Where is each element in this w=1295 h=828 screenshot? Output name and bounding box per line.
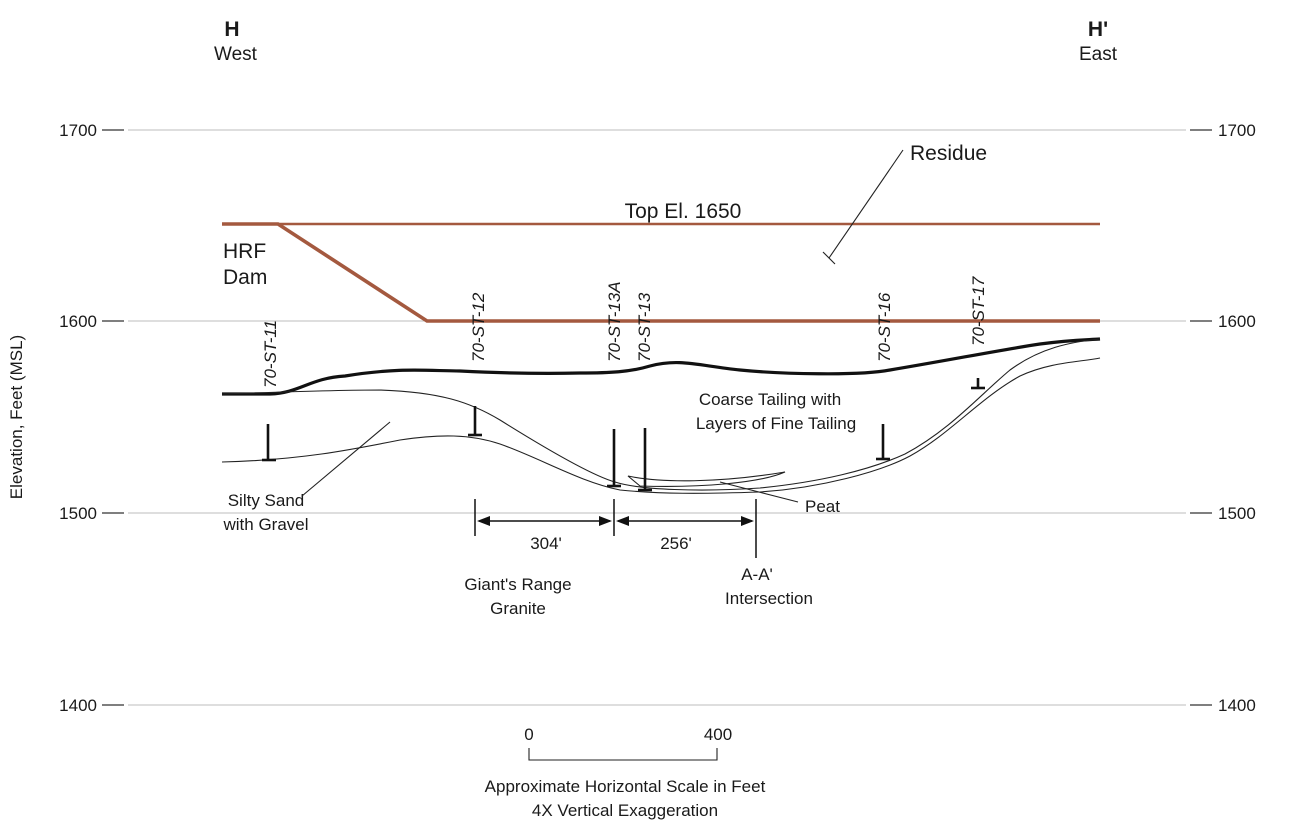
tick-label-1700-right: 1700	[1218, 121, 1256, 140]
section-end-label: H'	[1088, 18, 1108, 41]
scale-bar	[528, 748, 718, 761]
silty-sand-label-line2: with Gravel	[222, 515, 308, 534]
tick-label-1500-left: 1500	[59, 504, 97, 523]
tick-label-1400-right: 1400	[1218, 696, 1256, 715]
residue-label: Residue	[910, 142, 987, 165]
boring-label: 70-ST-16	[875, 292, 894, 362]
tick-label-1400-left: 1400	[59, 696, 97, 715]
boring-markers	[262, 378, 985, 492]
tailing-surface	[222, 337, 1101, 396]
scale-caption-line1: Approximate Horizontal Scale in Feet	[485, 777, 766, 796]
east-label: East	[1079, 44, 1118, 65]
residue-leader	[828, 149, 904, 259]
boring-label: 70-ST-13	[635, 292, 654, 362]
y-axis-label: Elevation, Feet (MSL)	[7, 335, 26, 499]
boring-label: 70-ST-11	[261, 320, 280, 388]
dimension-304-label: 304'	[530, 534, 562, 553]
top-elevation-label: Top El. 1650	[625, 200, 742, 223]
peat-leader	[719, 481, 799, 503]
coarse-tailing-label-line2: Layers of Fine Tailing	[696, 414, 856, 433]
coarse-tailing-base	[221, 338, 1101, 491]
section-start-label: H	[224, 18, 239, 41]
tick-label-1600-left: 1600	[59, 312, 97, 331]
granite-label-line1: Giant's Range	[464, 575, 571, 594]
granite-surface	[221, 357, 1101, 494]
hrf-dam-label-line2: Dam	[223, 266, 267, 289]
peat-label: Peat	[805, 497, 840, 516]
scale-caption-line2: 4X Vertical Exaggeration	[532, 801, 718, 820]
silty-sand-leader	[301, 421, 391, 497]
silty-sand-label-line1: Silty Sand	[228, 491, 305, 510]
boring-label: 70-ST-12	[469, 292, 488, 362]
tick-label-1600-right: 1600	[1218, 312, 1256, 331]
scale-end-label: 400	[704, 725, 732, 744]
scale-start-label: 0	[524, 725, 533, 744]
aa-intersection-label-line1: A-A'	[741, 565, 773, 584]
tick-label-1500-right: 1500	[1218, 504, 1256, 523]
aa-intersection-label-line2: Intersection	[725, 589, 813, 608]
boring-label: 70-ST-13A	[605, 281, 624, 362]
dimension-256-label: 256'	[660, 534, 692, 553]
hrf-dam-crest	[222, 222, 1100, 323]
west-label: West	[214, 44, 258, 65]
coarse-tailing-label-line1: Coarse Tailing with	[699, 390, 841, 409]
peat-lens	[627, 471, 786, 487]
tick-label-1700-left: 1700	[59, 121, 97, 140]
dimension-lines	[474, 499, 757, 558]
boring-label: 70-ST-17	[969, 276, 988, 346]
hrf-dam-label-line1: HRF	[223, 240, 266, 263]
granite-label-line2: Granite	[490, 599, 546, 618]
